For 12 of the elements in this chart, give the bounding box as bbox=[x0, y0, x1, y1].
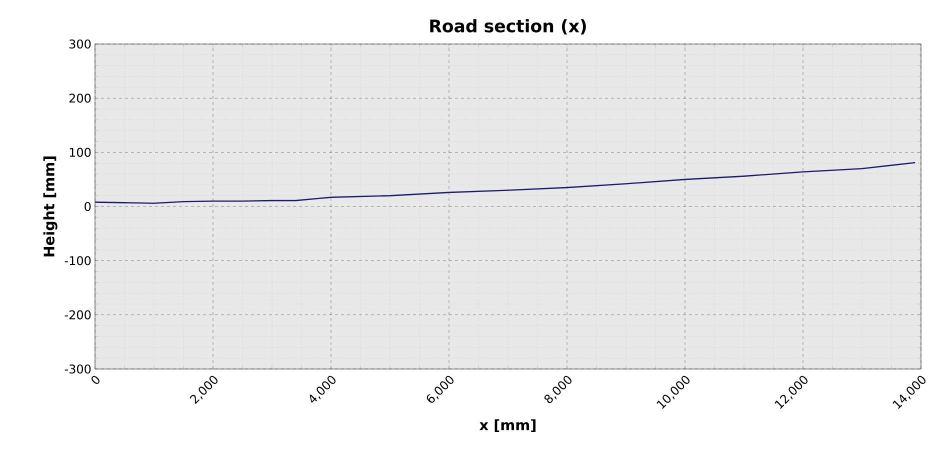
y-tick-label: 0 bbox=[84, 202, 91, 212]
y-tick-label: 100 bbox=[70, 148, 91, 157]
x-axis-title: x [mm] bbox=[479, 419, 536, 432]
y-tick-label: 200 bbox=[69, 94, 91, 103]
y-tick-label: -200 bbox=[64, 310, 91, 320]
y-tick-label: -300 bbox=[64, 364, 91, 374]
x-tick-label: 0 bbox=[91, 376, 100, 384]
y-tick-label: -100 bbox=[64, 256, 91, 266]
chart-title: Road section (x) bbox=[430, 19, 586, 34]
line-series bbox=[95, 162, 916, 204]
y-axis-title: Height [mm] bbox=[43, 156, 58, 256]
y-tick-label: 300 bbox=[69, 39, 91, 49]
